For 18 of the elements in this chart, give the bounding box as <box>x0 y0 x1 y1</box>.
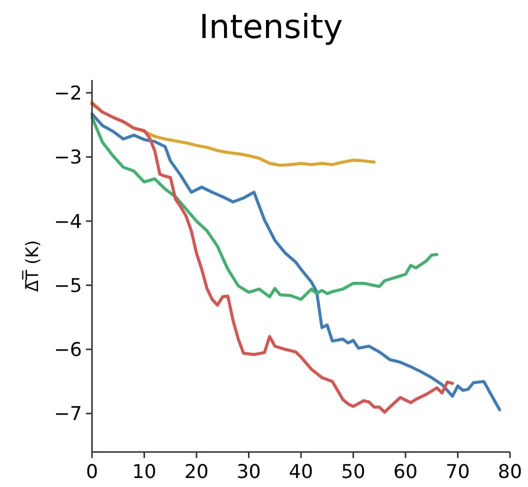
x-tick-label: 50 <box>341 461 366 483</box>
y-tick-label: −7 <box>54 403 82 426</box>
x-tick-label: 0 <box>86 461 98 483</box>
x-tick-label: 70 <box>446 461 470 483</box>
y-tick-label: −4 <box>54 210 82 233</box>
y-tick-label: −3 <box>54 146 82 169</box>
y-tick-label: −6 <box>54 339 82 362</box>
y-tick-label: −5 <box>54 274 82 297</box>
x-tick-label: 40 <box>288 461 314 483</box>
y-tick-label: −2 <box>54 82 82 104</box>
y-axis-title: Δ̅T̅ (K) <box>22 240 43 292</box>
x-tick-label: 10 <box>132 461 156 483</box>
chart-title: Intensity <box>199 7 343 46</box>
x-tick-label: 80 <box>498 461 522 483</box>
line-series <box>90 116 438 301</box>
x-tick-label: 20 <box>184 461 209 483</box>
x-tick-label: 30 <box>236 461 261 483</box>
x-tick-label: 60 <box>393 461 418 483</box>
